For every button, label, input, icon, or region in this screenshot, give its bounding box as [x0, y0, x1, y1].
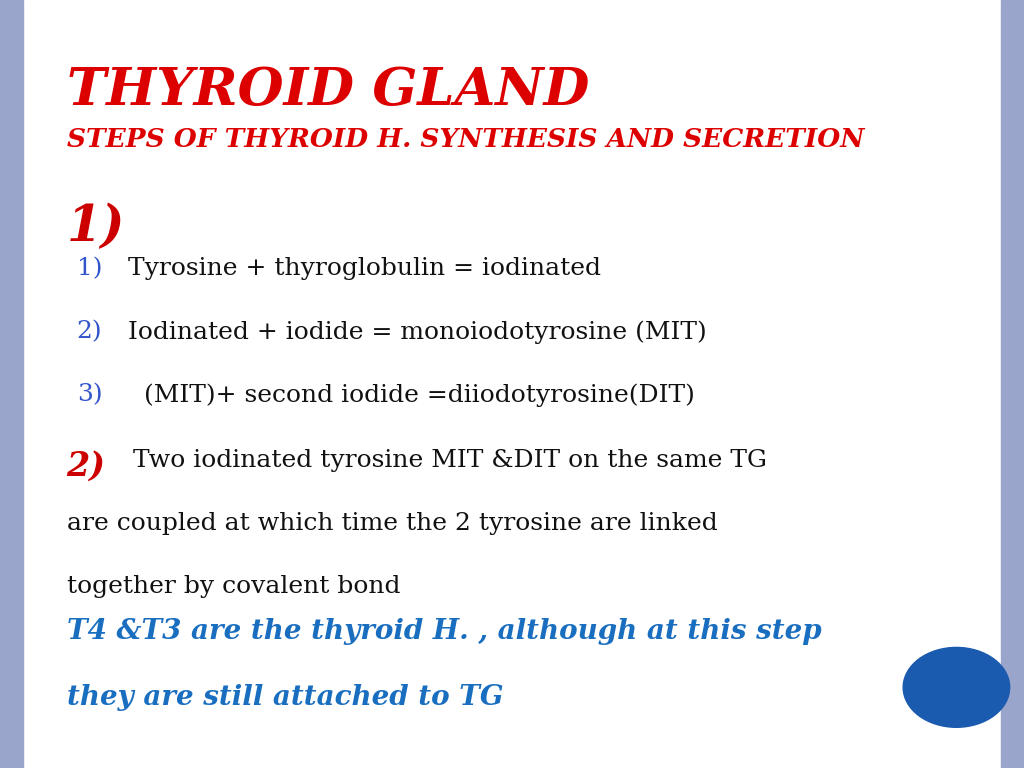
Text: Iodinated + iodide = monoiodotyrosine (MIT): Iodinated + iodide = monoiodotyrosine (M…	[128, 320, 707, 344]
Text: together by covalent bond: together by covalent bond	[67, 575, 400, 598]
Text: THYROID GLAND: THYROID GLAND	[67, 65, 589, 116]
Text: 2): 2)	[77, 320, 102, 343]
Text: T4 &T3 are the thyroid H. , although at this step: T4 &T3 are the thyroid H. , although at …	[67, 618, 821, 645]
Text: 2): 2)	[67, 449, 105, 482]
Text: 3): 3)	[77, 383, 102, 406]
Text: (MIT)+ second iodide =diiodotyrosine(DIT): (MIT)+ second iodide =diiodotyrosine(DIT…	[128, 383, 695, 407]
Text: STEPS OF THYROID H. SYNTHESIS AND SECRETION: STEPS OF THYROID H. SYNTHESIS AND SECRET…	[67, 127, 864, 152]
Text: Two iodinated tyrosine MIT &DIT on the same TG: Two iodinated tyrosine MIT &DIT on the s…	[133, 449, 767, 472]
Text: Tyrosine + thyroglobulin = iodinated: Tyrosine + thyroglobulin = iodinated	[128, 257, 601, 280]
Circle shape	[903, 647, 1010, 727]
Text: 1): 1)	[77, 257, 102, 280]
Bar	[1001, 0, 1024, 768]
Text: they are still attached to TG: they are still attached to TG	[67, 684, 503, 710]
Text: 1): 1)	[67, 204, 125, 253]
Bar	[0, 0, 23, 768]
Text: are coupled at which time the 2 tyrosine are linked: are coupled at which time the 2 tyrosine…	[67, 512, 717, 535]
